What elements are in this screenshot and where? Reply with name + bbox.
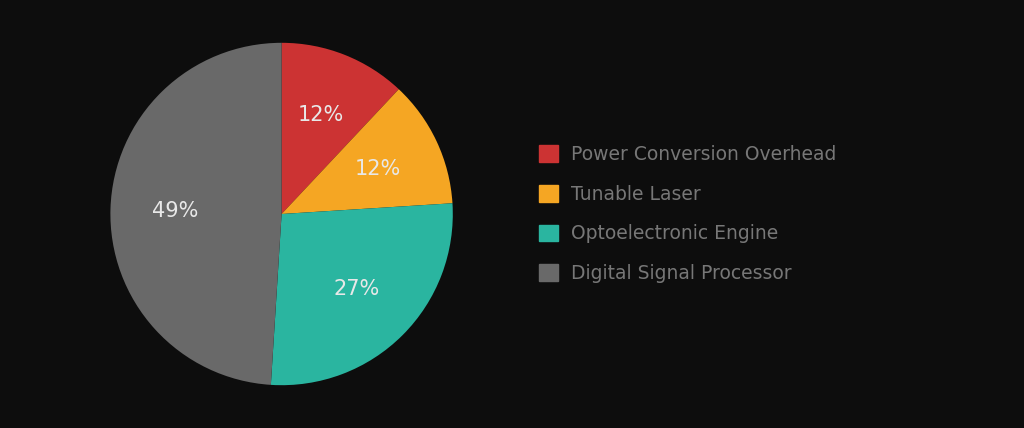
Text: 49%: 49% [153, 201, 199, 221]
Text: 12%: 12% [354, 159, 400, 179]
Wedge shape [282, 89, 453, 214]
Text: 12%: 12% [298, 105, 344, 125]
Wedge shape [282, 43, 398, 214]
Wedge shape [111, 43, 282, 385]
Text: 27%: 27% [334, 279, 380, 299]
Legend: Power Conversion Overhead, Tunable Laser, Optoelectronic Engine, Digital Signal : Power Conversion Overhead, Tunable Laser… [540, 145, 837, 283]
Wedge shape [271, 203, 453, 385]
